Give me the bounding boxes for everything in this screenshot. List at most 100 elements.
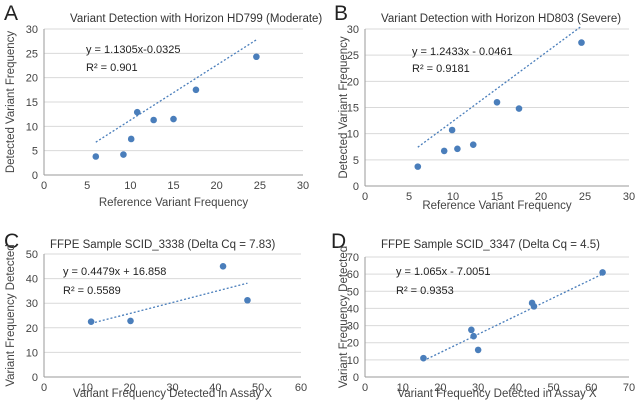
panel-d-trendline bbox=[423, 273, 603, 362]
panel-a-data-point bbox=[192, 86, 200, 94]
panel-d-x-tick-label: 10 bbox=[397, 382, 409, 394]
panel-a-data-point bbox=[133, 108, 141, 116]
panel-c-letter: C bbox=[4, 230, 19, 253]
panel-b-x-tick-label: 30 bbox=[623, 191, 635, 203]
panel-b-y-tick-label: 25 bbox=[347, 50, 359, 62]
panel-d-x-tick-label: 0 bbox=[362, 382, 368, 394]
panel-b-x-tick-label: 20 bbox=[535, 191, 547, 203]
panel-b-title: Variant Detection with Horizon HD803 (Se… bbox=[381, 13, 621, 25]
panel-c-x-tick-label: 50 bbox=[252, 382, 264, 394]
panel-b-data-point bbox=[469, 141, 477, 148]
panel-b-y-tick-label: 5 bbox=[353, 155, 359, 167]
panel-b-x-tick-label: 10 bbox=[447, 191, 459, 203]
panel-d-data-point bbox=[474, 346, 482, 354]
panel-b-y-tick-label: 15 bbox=[347, 103, 359, 115]
panel-c-data-point bbox=[87, 318, 95, 325]
panel-d-r-squared: R² = 0.9353 bbox=[396, 285, 454, 297]
panel-a-y-tick-label: 20 bbox=[26, 73, 38, 85]
panel-a-data-point bbox=[170, 115, 177, 123]
panel-b-y-axis-label: Detected Variant Frequency bbox=[338, 36, 350, 179]
panel-b-trend-equation: y = 1.2433x - 0.0461 bbox=[412, 46, 513, 58]
panel-a-x-tick-label: 25 bbox=[254, 180, 266, 192]
panel-c-y-tick-label: 50 bbox=[26, 249, 38, 261]
panel-c-x-tick-label: 30 bbox=[166, 382, 178, 394]
panel-c-y-tick-label: 30 bbox=[26, 298, 38, 310]
panel-a-x-tick-label: 20 bbox=[211, 180, 223, 192]
panel-c-y-tick-label: 40 bbox=[26, 274, 38, 286]
panel-c-x-tick-label: 10 bbox=[81, 382, 93, 394]
panel-a-y-tick-label: 30 bbox=[26, 24, 38, 36]
panel-d-y-tick-label: 60 bbox=[347, 269, 359, 281]
panel-a-x-tick-label: 30 bbox=[297, 180, 309, 192]
panel-d-letter: D bbox=[331, 230, 346, 253]
panel-b-x-tick-label: 15 bbox=[491, 191, 503, 203]
panel-c-title: FFPE Sample SCID_3338 (Delta Cq = 7.83) bbox=[50, 239, 275, 251]
panel-d-data-point bbox=[599, 269, 606, 276]
panel-b-y-tick-label: 0 bbox=[353, 181, 359, 193]
panel-a-data-point bbox=[127, 135, 135, 143]
panel-b-y-tick-label: 20 bbox=[347, 76, 359, 88]
panel-a-y-tick-label: 5 bbox=[32, 146, 38, 158]
panel-d-x-tick-label: 30 bbox=[472, 382, 484, 394]
panel-d-data-point bbox=[420, 354, 427, 362]
panel-c-y-tick-label: 10 bbox=[26, 347, 38, 359]
panel-c-y-axis-label: Variant Frequency Detected bbox=[5, 244, 17, 386]
panel-d-y-tick-label: 30 bbox=[347, 321, 359, 333]
panel-b-y-tick-label: 10 bbox=[347, 129, 359, 141]
panel-c-y-tick-label: 0 bbox=[32, 372, 38, 384]
panel-a-x-tick-label: 10 bbox=[124, 180, 136, 192]
panel-b-letter: B bbox=[334, 2, 348, 25]
panel-a-title: Variant Detection with Horizon HD799 (Mo… bbox=[70, 13, 322, 25]
panel-c-y-tick-label: 20 bbox=[26, 323, 38, 335]
panel-d-x-tick-label: 70 bbox=[623, 382, 635, 394]
panel-c-trendline bbox=[90, 282, 248, 325]
panel-d-y-tick-label: 10 bbox=[347, 355, 359, 367]
panel-c-x-tick-label: 20 bbox=[124, 382, 136, 394]
panel-b-data-point bbox=[493, 98, 501, 106]
panel-a-data-point bbox=[92, 153, 100, 160]
panel-c-data-point bbox=[127, 317, 134, 325]
panel-d-x-tick-label: 20 bbox=[434, 382, 446, 394]
panel-b-data-point bbox=[414, 163, 422, 170]
panel-b-data-point bbox=[515, 105, 523, 112]
panel-d-y-tick-label: 70 bbox=[347, 252, 359, 264]
panel-a-x-tick-label: 15 bbox=[167, 180, 179, 192]
panel-c-trend-equation: y = 0.4479x + 16.858 bbox=[63, 266, 166, 278]
panel-d-data-point bbox=[470, 332, 477, 340]
panel-d-x-tick-label: 40 bbox=[510, 382, 522, 394]
panel-a-x-tick-label: 5 bbox=[84, 180, 90, 192]
panel-a-y-tick-label: 25 bbox=[26, 48, 38, 60]
panel-b-x-tick-label: 0 bbox=[362, 191, 368, 203]
panel-a-y-tick-label: 0 bbox=[32, 170, 38, 182]
panel-a-r-squared: R² = 0.901 bbox=[86, 62, 138, 74]
panel-b-trendline bbox=[417, 25, 582, 148]
panel-d-y-tick-label: 40 bbox=[347, 303, 359, 315]
panel-a-x-axis-label: Reference Variant Frequency bbox=[99, 197, 249, 209]
panel-b-data-point bbox=[454, 145, 461, 153]
panel-a-y-tick-label: 10 bbox=[26, 121, 38, 133]
panel-a-data-point bbox=[150, 116, 157, 124]
panel-a-data-point bbox=[120, 151, 127, 158]
panel-a-letter: A bbox=[4, 2, 18, 25]
panel-b-data-point bbox=[578, 39, 585, 46]
panel-b-data-point bbox=[440, 147, 448, 155]
panel-d-trend-equation: y = 1.065x - 7.0051 bbox=[396, 266, 490, 278]
panel-d-x-tick-label: 60 bbox=[585, 382, 597, 394]
panel-d-y-tick-label: 0 bbox=[353, 372, 359, 384]
panel-b-x-tick-label: 25 bbox=[579, 191, 591, 203]
panel-c-x-tick-label: 60 bbox=[295, 382, 307, 394]
panel-c-x-axis-label: Variant Frequency Detected in Assay X bbox=[73, 388, 273, 400]
panel-b-x-tick-label: 5 bbox=[406, 191, 412, 203]
panel-c-r-squared: R² = 0.5589 bbox=[63, 285, 121, 297]
panel-b-r-squared: R² = 0.9181 bbox=[412, 63, 470, 75]
panel-d-x-tick-label: 50 bbox=[547, 382, 559, 394]
panel-b-x-axis-label: Reference Variant Frequency bbox=[422, 200, 572, 212]
panel-d-data-point bbox=[530, 303, 538, 310]
panel-d-y-tick-label: 20 bbox=[347, 338, 359, 350]
panel-d-y-tick-label: 50 bbox=[347, 286, 359, 298]
panel-b-data-point bbox=[448, 126, 456, 134]
panel-a-x-tick-label: 0 bbox=[41, 180, 47, 192]
panel-a-y-tick-label: 15 bbox=[26, 97, 38, 109]
panel-c-data-point bbox=[219, 263, 227, 270]
